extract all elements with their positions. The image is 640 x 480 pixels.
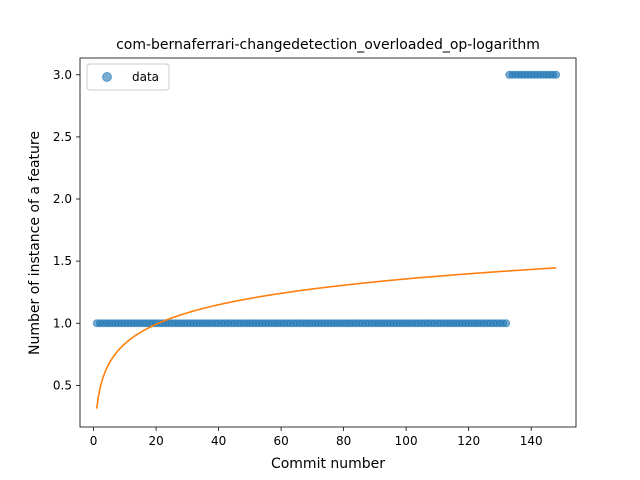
plot-area (92, 70, 561, 409)
chart-title: com-bernaferrari-changedetection_overloa… (116, 37, 540, 53)
data-point (502, 319, 511, 328)
x-tick-label: 120 (457, 434, 480, 448)
legend-marker-data (102, 72, 112, 82)
y-tick-label: 2.5 (53, 130, 72, 144)
y-tick-label: 3.0 (53, 68, 72, 82)
legend: data (86, 63, 170, 91)
y-tick-label: 1.5 (53, 254, 72, 268)
fit-line (95, 267, 557, 409)
y-tick-label: 0.5 (53, 378, 72, 392)
y-axis-label: Number of instance of a feature (27, 131, 43, 355)
axis-ticks: 0 20 40 60 80 100 120 140 0.5 1.0 1.5 2.0 2.5 3.0 (53, 68, 543, 448)
y-tick-label: 2.0 (53, 192, 72, 206)
legend-label-data: data (132, 70, 159, 84)
x-tick-label: 60 (273, 434, 288, 448)
x-tick-label: 140 (520, 434, 543, 448)
y-tick-label: 1.0 (53, 316, 72, 330)
plot-frame (79, 57, 577, 428)
x-axis-label: Commit number (271, 456, 385, 472)
legend-box (86, 63, 170, 91)
x-tick-label: 100 (395, 434, 418, 448)
x-tick-label: 40 (211, 434, 226, 448)
x-tick-label: 0 (90, 434, 98, 448)
x-tick-label: 80 (336, 434, 351, 448)
x-tick-label: 20 (148, 434, 163, 448)
data-point (552, 70, 561, 79)
